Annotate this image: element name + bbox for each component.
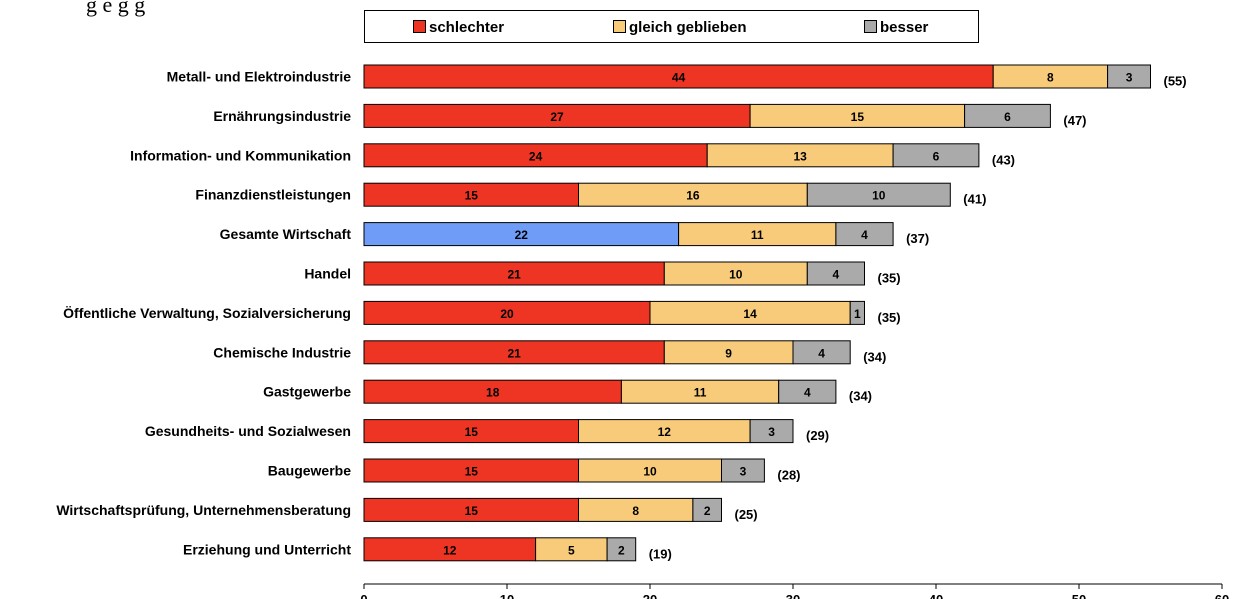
data-label: 10 [872,189,886,203]
category-label: Baugewerbe [268,463,351,479]
legend-label-schlechter: schlechter [429,19,505,36]
x-tick-label: 50 [1072,592,1086,599]
data-label: 4 [818,346,825,360]
data-label: 9 [725,346,732,360]
category-label: Chemische Industrie [213,344,351,360]
data-label: 14 [743,307,757,321]
data-label: 2 [704,504,711,518]
total-label: (25) [735,507,758,522]
bar-segment [964,103,1051,128]
x-tick-label: 60 [1215,592,1229,599]
category-label: Information- und Kommunikation [130,147,351,163]
category-label: Erziehung und Unterricht [183,541,351,557]
total-label: (55) [1164,74,1187,89]
data-label: 3 [740,465,747,479]
data-label: 10 [643,465,657,479]
chart-legend: schlechter gleich geblieben besser [364,10,979,43]
data-label: 16 [686,189,700,203]
bar-segment [806,182,951,207]
data-label: 6 [933,149,940,163]
category-label: Handel [304,266,351,282]
category-label: Metall- und Elektroindustrie [167,69,352,85]
data-label: 10 [729,268,743,282]
x-tick-label: 10 [500,592,514,599]
data-label: 8 [632,504,639,518]
data-label: 15 [465,425,479,439]
total-label: (43) [992,152,1015,167]
total-label: (35) [878,271,901,286]
legend-item-schlechter: schlechter [413,19,504,36]
category-label: Gesundheits- und Sozialwesen [145,423,351,439]
bar-segment [849,300,866,325]
legend-label-besser: besser [880,19,929,36]
category-label: Wirtschaftsprüfung, Unternehmensberatung [56,502,351,518]
total-label: (34) [849,389,872,404]
bar-segment [806,261,865,286]
data-label: 4 [861,228,868,242]
data-label: 18 [486,386,500,400]
legend-item-besser: besser [864,19,928,36]
data-label: 4 [804,386,811,400]
bar-segment [892,143,980,168]
x-tick-label: 30 [786,592,800,599]
data-label: 6 [1004,110,1011,124]
data-label: 12 [443,543,457,557]
data-label: 3 [1126,71,1133,85]
data-label: 22 [515,228,529,242]
data-label: 11 [751,228,764,242]
total-label: (34) [863,349,886,364]
data-label: 15 [465,504,479,518]
legend-swatch-besser [864,20,877,33]
bar-segment [1107,64,1151,89]
legend-label-gleich-geblieben: gleich geblieben [629,19,747,36]
data-label: 27 [550,110,564,124]
bar-segment [792,340,851,365]
data-label: 20 [500,307,514,321]
data-label: 8 [1047,71,1054,85]
total-label: (35) [878,310,901,325]
data-label: 3 [768,425,775,439]
data-label: 21 [507,346,521,360]
title-fragment: g e g g [86,0,146,17]
data-label: 4 [833,268,840,282]
x-tick-label: 0 [360,592,367,599]
bar-segment [721,458,765,483]
data-label: 12 [658,425,672,439]
bar-segment [749,419,794,444]
total-label: (19) [649,546,672,561]
data-label: 1 [854,307,861,321]
data-label: 15 [465,465,479,479]
category-label: Finanzdienstleistungen [195,187,351,203]
x-tick-label: 20 [643,592,657,599]
data-label: 15 [465,189,479,203]
data-label: 11 [694,386,707,400]
legend-swatch-gleich-geblieben [613,20,626,33]
data-label: 13 [793,149,807,163]
data-label: 5 [568,543,575,557]
bar-segment [835,222,894,247]
data-label: 2 [618,543,625,557]
total-label: (41) [963,192,986,207]
data-label: 21 [507,268,521,282]
category-label: Gastgewerbe [263,384,351,400]
data-label: 24 [529,149,543,163]
legend-swatch-schlechter [413,20,426,33]
data-label: 15 [851,110,865,124]
total-label: (47) [1063,113,1086,128]
category-label: Öffentliche Verwaltung, Sozialversicheru… [63,305,351,321]
category-label: Ernährungsindustrie [213,108,351,124]
bar-segment [778,379,837,404]
total-label: (29) [806,428,829,443]
total-label: (28) [777,468,800,483]
category-label: Gesamte Wirtschaft [220,226,352,242]
x-tick-label: 40 [929,592,943,599]
bar-segment [606,537,637,562]
bar-segment [692,497,723,522]
legend-item-gleich-geblieben: gleich geblieben [613,19,747,36]
data-label: 44 [672,71,686,85]
total-label: (37) [906,231,929,246]
